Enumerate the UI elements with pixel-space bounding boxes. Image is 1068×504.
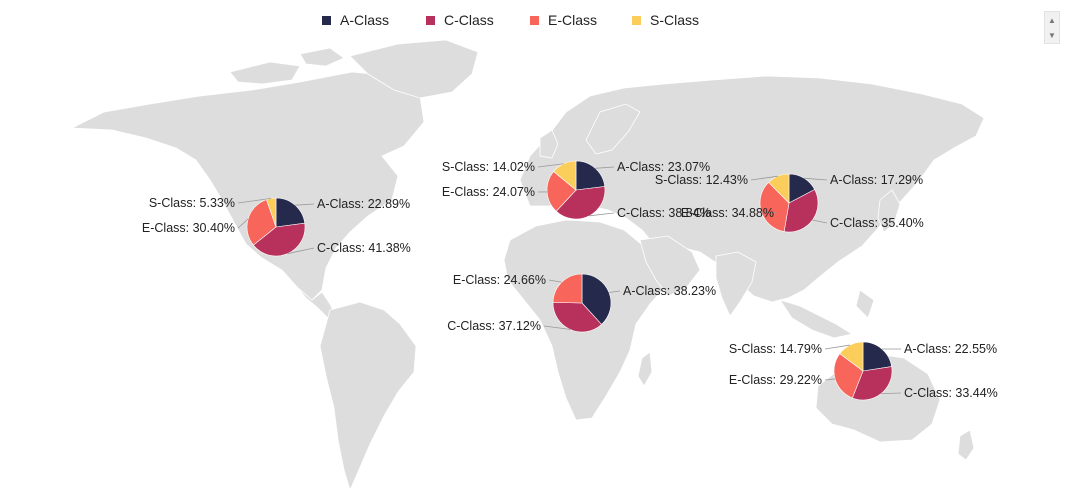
land-southeast-asia [779, 289, 875, 339]
label-connector [824, 344, 851, 350]
pie-oceania: A-Class: 22.55% C-Class: 33.44% E-Class: 2… [729, 341, 998, 401]
data-label: A-Class: 38.23% [623, 284, 716, 298]
label-connector [881, 392, 902, 395]
label-connector [589, 212, 615, 217]
label-connector [824, 378, 836, 381]
label-connector [548, 279, 562, 283]
label-connector [595, 166, 615, 169]
pie-slice-c-class[interactable] [555, 186, 606, 220]
data-label: A-Class: 17.29% [830, 173, 923, 187]
label-connector [295, 203, 315, 206]
land-south-america [319, 301, 417, 492]
data-label: E-Class: 29.22% [729, 373, 822, 387]
label-connector [287, 247, 315, 255]
legend-swatch-a-class [322, 15, 331, 25]
pie-slice-c-class[interactable] [552, 302, 602, 333]
land-arctic-islands [229, 47, 345, 85]
pie-asia: A-Class: 17.29% C-Class: 35.40% E-Class: 3… [655, 173, 924, 233]
data-label: C-Class: 38.84% [617, 206, 711, 220]
legend-label: A-Class [340, 12, 390, 28]
label-connector [812, 219, 828, 224]
data-label: S-Class: 14.79% [729, 342, 822, 356]
pie-slice-e-class[interactable] [552, 273, 583, 304]
data-label: A-Class: 22.89% [317, 197, 410, 211]
data-label: C-Class: 37.12% [447, 319, 541, 333]
land-india [715, 251, 757, 317]
pie-europe: A-Class: 23.07% C-Class: 38.84% E-Class: 2… [442, 160, 711, 220]
legend-item-c-class[interactable]: C-Class [426, 12, 494, 28]
pie-slice-a-class[interactable] [862, 341, 892, 372]
data-label: C-Class: 35.40% [830, 216, 924, 230]
land-greenland [349, 39, 479, 99]
pie-north-america: A-Class: 22.89% C-Class: 41.38% E-Class: 3… [142, 196, 411, 257]
land-north-america [70, 71, 425, 301]
data-label: E-Class: 24.66% [453, 273, 546, 287]
data-label: E-Class: 30.40% [142, 221, 235, 235]
legend-item-a-class[interactable]: A-Class [322, 12, 389, 28]
land-madagascar [637, 351, 653, 387]
data-label: S-Class: 14.02% [442, 160, 535, 174]
legend-swatch-e-class [530, 15, 539, 25]
pie-africa: A-Class: 38.23% C-Class: 37.12% E-Class: 2… [447, 273, 716, 333]
land-arabia [639, 235, 701, 297]
label-connector [803, 177, 828, 181]
label-connector [237, 218, 249, 229]
pie-slice-e-class[interactable] [546, 171, 577, 212]
pie-slice-e-class[interactable] [246, 199, 277, 246]
label-connector [750, 175, 779, 181]
pie-slice-a-class[interactable] [575, 160, 606, 191]
label-connector [543, 325, 571, 330]
label-connector [237, 198, 272, 204]
legend-label: C-Class [444, 12, 494, 28]
legend-label: S-Class [650, 12, 700, 28]
legend-label: E-Class [548, 12, 598, 28]
land-british-isles [539, 129, 559, 159]
data-label: C-Class: 41.38% [317, 241, 411, 255]
land-japan [877, 189, 901, 233]
scroll-up-button[interactable]: ▲ [1045, 13, 1059, 28]
scroll-down-button[interactable]: ▼ [1045, 28, 1059, 43]
data-label: E-Class: 24.07% [442, 185, 535, 199]
legend-item-s-class[interactable]: S-Class [632, 12, 699, 28]
triangle-down-icon: ▼ [1048, 31, 1056, 40]
land-new-zealand [957, 429, 975, 461]
label-connector [537, 163, 564, 168]
triangle-up-icon: ▲ [1048, 16, 1056, 25]
data-label: C-Class: 33.44% [904, 386, 998, 400]
pie-slice-c-class[interactable] [252, 222, 306, 257]
data-label: S-Class: 12.43% [655, 173, 748, 187]
pie-layer: A-Class: 22.89% C-Class: 41.38% E-Class: 3… [142, 160, 998, 401]
pie-slice-a-class[interactable] [581, 273, 612, 325]
legend-swatch-c-class [426, 15, 435, 25]
land-scandinavia [585, 103, 641, 155]
pie-slice-s-class[interactable] [266, 197, 277, 228]
label-connector [761, 211, 778, 214]
data-label: S-Class: 5.33% [149, 196, 235, 210]
land-layer [70, 39, 985, 492]
legend-swatch-s-class [632, 15, 641, 25]
data-label: A-Class: 23.07% [617, 160, 710, 174]
data-label: E-Class: 34.88% [681, 206, 774, 220]
pie-slice-s-class[interactable] [839, 341, 864, 372]
data-label: A-Class: 22.55% [904, 342, 997, 356]
legend-item-e-class[interactable]: E-Class [530, 12, 597, 28]
label-connector [608, 290, 621, 293]
land-eurasia [519, 75, 985, 303]
legend-scroll-control: ▲ ▼ [1044, 11, 1060, 44]
pie-slice-c-class[interactable] [783, 189, 819, 233]
legend: A-Class C-Class E-Class S-Class [0, 12, 1068, 32]
